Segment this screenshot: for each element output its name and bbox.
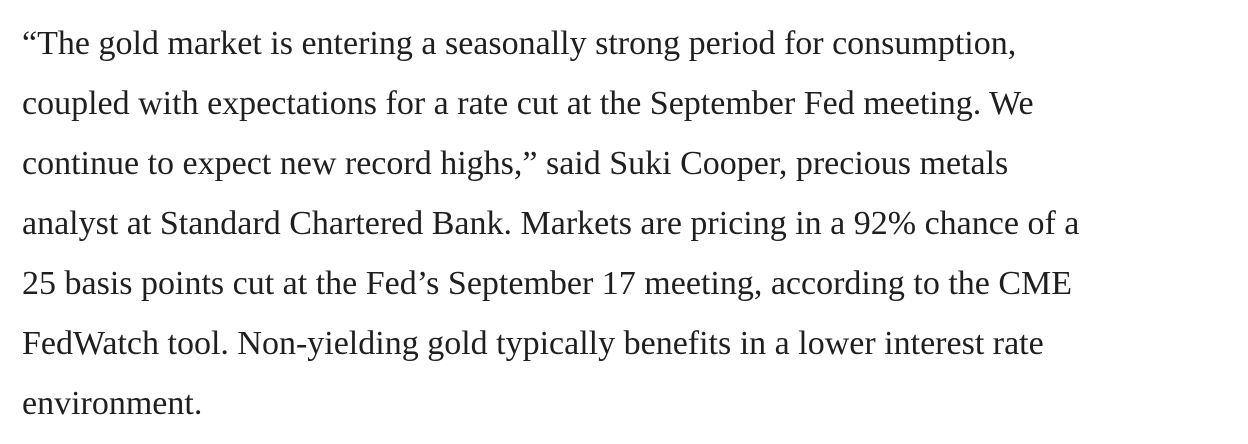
paragraph-line: coupled with expectations for a rate cut… [22, 85, 1034, 122]
paragraph-line: FedWatch tool. Non-yielding gold typical… [22, 325, 1044, 362]
article-body: “The gold market is entering a seasonall… [22, 14, 1232, 434]
quote-paragraph: “The gold market is entering a seasonall… [22, 14, 1232, 434]
paragraph-line: analyst at Standard Chartered Bank. Mark… [22, 205, 1080, 242]
paragraph-line: environment. [22, 385, 203, 422]
paragraph-line: 25 basis points cut at the Fed’s Septemb… [22, 265, 1073, 302]
paragraph-line: “The gold market is entering a seasonall… [22, 25, 1017, 62]
paragraph-line: continue to expect new record highs,” sa… [22, 145, 1009, 182]
